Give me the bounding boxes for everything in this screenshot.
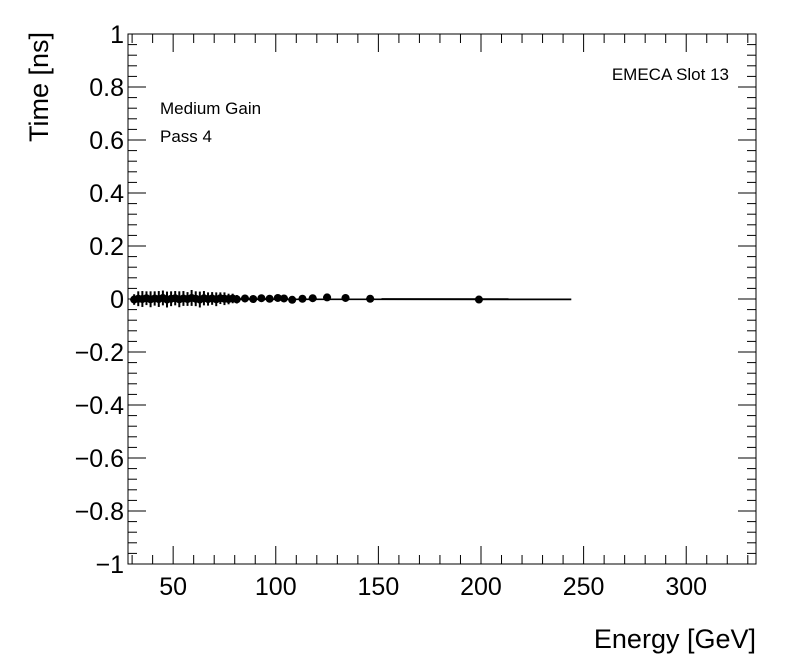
data-point [265,294,274,303]
y-axis-ticks: −1 −0.8 −0.6 −0.4 −0.2 0 0.2 0.4 0.6 0.8 1 [75,21,756,579]
y-tick-label: −0.8 [75,498,124,526]
y-tick-label: −1 [95,551,124,579]
x-tick-label: 50 [159,573,187,601]
x-tick-label: 200 [460,573,502,601]
y-tick-label: −0.2 [75,339,124,367]
data-point [474,295,483,304]
data-point [366,294,375,303]
marker [273,293,282,302]
marker [249,295,258,303]
marker [232,295,241,304]
slot-annotation: EMECA Slot 13 [612,65,729,84]
marker [323,293,332,302]
y-axis-title: Time [ns] [24,32,54,142]
marker [265,294,274,303]
data-point [249,295,258,303]
y-tick-label: 0.2 [89,233,124,261]
marker [366,294,375,303]
data-point [240,294,249,303]
x-tick-label: 100 [255,573,297,601]
marker [240,294,249,303]
data-point [279,294,288,303]
x-axis-ticks: 50 100 150 200 250 300 [131,34,749,601]
y-tick-label: −0.4 [75,392,124,420]
marker [308,294,317,303]
marker [257,294,266,303]
data-points [130,289,483,308]
y-tick-label: 0.4 [89,180,124,208]
x-tick-label: 150 [358,573,400,601]
marker [474,295,483,304]
y-tick-label: 0 [110,286,124,314]
data-point [341,293,350,302]
data-point [273,293,282,302]
data-point [298,294,307,303]
data-point [308,294,317,303]
x-tick-label: 250 [563,573,605,601]
data-point [323,293,332,302]
y-tick-label: 0.8 [89,74,124,102]
y-tick-label: 0.6 [89,127,124,155]
data-point [232,295,241,304]
y-tick-label: 1 [110,21,124,49]
y-tick-label: −0.6 [75,445,124,473]
marker [288,295,297,304]
data-point [288,295,297,304]
marker [279,294,288,303]
x-axis-title: Energy [GeV] [594,624,756,654]
marker [341,293,350,302]
x-tick-label: 300 [665,573,707,601]
gain-annotation: Medium Gain [160,99,261,118]
pass-annotation: Pass 4 [160,127,212,146]
data-point [257,294,266,303]
marker [298,294,307,303]
